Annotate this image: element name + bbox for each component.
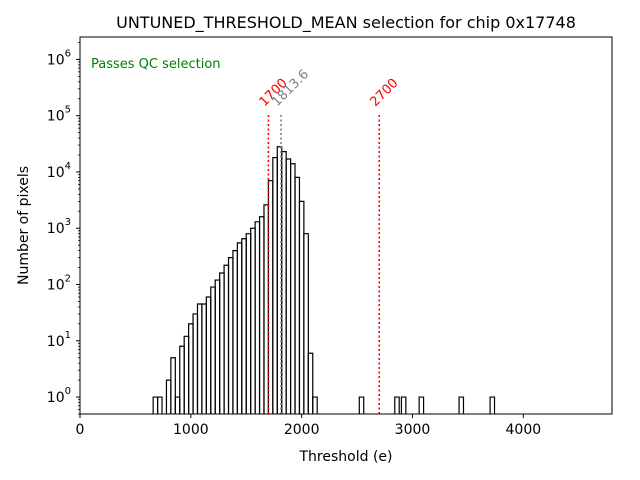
histogram-bin-6 bbox=[179, 345, 185, 414]
histogram-bin-18 bbox=[232, 250, 238, 414]
x-tick-label-4: 4000 bbox=[506, 422, 542, 438]
histogram-bin-15 bbox=[219, 272, 225, 414]
y-tick-label-4: 104 bbox=[47, 161, 71, 181]
x-tick-label-1: 1000 bbox=[173, 422, 209, 438]
histogram-bin-28 bbox=[276, 146, 283, 414]
histogram-bin-1 bbox=[156, 396, 163, 414]
y-tick-label-0: 100 bbox=[47, 386, 71, 406]
x-tick-label-3: 3000 bbox=[395, 422, 431, 438]
histogram-bin-9 bbox=[192, 313, 199, 414]
histogram-bin-24 bbox=[258, 216, 265, 414]
histogram-bin-37 bbox=[358, 396, 365, 414]
histogram-bin-0 bbox=[152, 396, 159, 414]
histogram-bin-8 bbox=[188, 323, 194, 414]
histogram-bin-33 bbox=[298, 200, 305, 414]
x-tick-label-0: 0 bbox=[76, 422, 85, 438]
histogram-bin-14 bbox=[214, 279, 221, 414]
histogram-bin-36 bbox=[312, 396, 318, 414]
histogram-bin-13 bbox=[210, 286, 216, 414]
histogram-bin-10 bbox=[196, 303, 203, 414]
histogram-bin-42 bbox=[489, 396, 496, 414]
chart-title: UNTUNED_THRESHOLD_MEAN selection for chi… bbox=[116, 13, 576, 33]
histogram-bin-38 bbox=[394, 396, 400, 414]
histogram-bin-34 bbox=[303, 233, 309, 414]
histogram-bin-32 bbox=[294, 176, 301, 414]
x-axis-label: Threshold (e) bbox=[299, 449, 393, 465]
histogram-bin-29 bbox=[281, 150, 287, 414]
histogram-bin-12 bbox=[205, 296, 212, 414]
histogram-bin-3 bbox=[165, 379, 172, 414]
histogram-bin-5 bbox=[174, 396, 181, 414]
histogram-bin-40 bbox=[418, 396, 425, 414]
x-axis-ticks: 0 1000 2000 3000 4000 bbox=[76, 414, 542, 438]
histogram-bin-11 bbox=[201, 303, 207, 414]
plot-frame bbox=[79, 36, 613, 415]
histogram-bin-20 bbox=[241, 238, 247, 414]
histogram-bin-35 bbox=[307, 352, 314, 414]
histogram-bin-39 bbox=[400, 396, 407, 414]
histogram-bin-17 bbox=[227, 257, 234, 414]
histogram-bin-19 bbox=[236, 242, 243, 414]
y-tick-label-2: 102 bbox=[47, 274, 71, 294]
x-tick-label-2: 2000 bbox=[284, 422, 320, 438]
histogram-bin-4 bbox=[170, 357, 176, 414]
histogram-bin-22 bbox=[250, 227, 256, 414]
histogram-bin-30 bbox=[285, 158, 292, 414]
qc-annotation: Passes QC selection bbox=[91, 57, 221, 72]
histogram-bin-21 bbox=[245, 233, 252, 414]
y-axis-label: Number of pixels bbox=[16, 166, 32, 285]
y-tick-label-5: 105 bbox=[47, 105, 71, 125]
histogram-bin-31 bbox=[289, 163, 296, 414]
histogram-bin-16 bbox=[223, 264, 230, 414]
histogram-bin-7 bbox=[183, 335, 190, 414]
y-tick-label-3: 103 bbox=[47, 217, 71, 237]
histogram-bin-41 bbox=[458, 396, 465, 414]
histogram-bin-23 bbox=[254, 221, 261, 414]
y-axis-ticks: 100 101 102 103 104 105 106 bbox=[47, 42, 80, 415]
cut-line-label-2: 2700 bbox=[367, 76, 401, 110]
y-tick-label-6: 106 bbox=[47, 48, 71, 68]
y-tick-label-1: 101 bbox=[47, 330, 71, 350]
histogram-bin-27 bbox=[272, 156, 278, 414]
